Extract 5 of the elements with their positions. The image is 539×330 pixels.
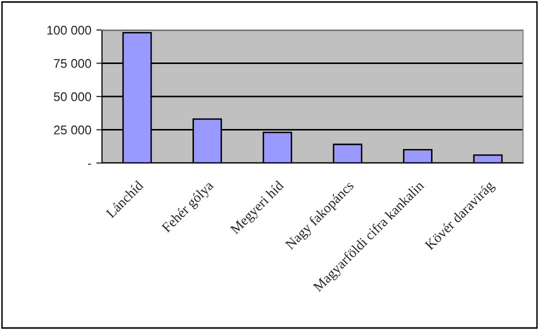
- y-tick-label: 75 000: [54, 59, 92, 68]
- y-tick-label: 100 000: [47, 26, 92, 35]
- y-tick-label: -: [88, 164, 92, 165]
- y-tick-label: 50 000: [54, 92, 92, 102]
- y-tick-label: 25 000: [54, 126, 92, 134]
